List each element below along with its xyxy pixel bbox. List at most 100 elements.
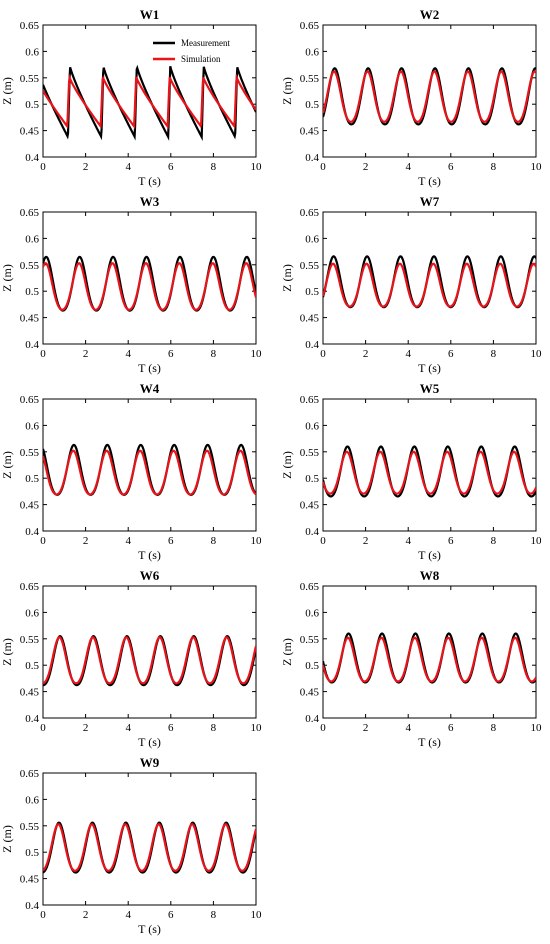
x-tick-label: 0 (320, 535, 326, 547)
y-tick-label: 0.4 (305, 526, 319, 538)
x-tick-label: 10 (531, 161, 543, 173)
x-tick-label: 8 (211, 348, 217, 360)
simulation-series-line (323, 636, 536, 683)
panel-w3: W3 0 2 4 6 8 10 0.4 0.45 0.5 0.55 0.6 0.65 T (s) Z (m) (0, 194, 262, 375)
plot-frame (322, 24, 537, 158)
x-tick-label: 4 (405, 348, 411, 360)
y-tick-label: 0.4 (25, 339, 39, 351)
x-tick-label: 4 (125, 722, 131, 734)
x-tick-label: 4 (125, 161, 131, 173)
x-tick-label: 8 (211, 909, 217, 921)
x-tick-label: 4 (405, 161, 411, 173)
x-tick-label: 0 (40, 161, 46, 173)
y-axis-label: Z (m) (280, 264, 294, 292)
panel-w9: W9 0 2 4 6 8 10 0.4 0.45 0.5 0.55 0.6 0.65 T (s) Z (m) (0, 755, 262, 936)
y-tick-label: 0.55 (300, 634, 320, 646)
plot-frame (322, 398, 537, 532)
plot-frame (322, 585, 537, 719)
x-tick-label: 2 (83, 535, 89, 547)
y-axis-label: Z (m) (0, 451, 14, 479)
x-axis-label: T (s) (138, 922, 161, 936)
y-axis-label: Z (m) (280, 638, 294, 666)
x-tick-label: 0 (320, 348, 326, 360)
y-tick-label: 0.4 (305, 152, 319, 164)
plot-frame (322, 211, 537, 345)
y-tick-label: 0.45 (20, 126, 40, 138)
y-tick-label: 0.5 (25, 473, 39, 485)
x-tick-label: 8 (211, 722, 217, 734)
x-tick-label: 2 (83, 909, 89, 921)
panel-w6: W6 0 2 4 6 8 10 0.4 0.45 0.5 0.55 0.6 0.65 T (s) Z (m) (0, 568, 262, 749)
y-tick-label: 0.5 (305, 660, 319, 672)
panel-title: W1 (140, 7, 160, 22)
x-axis-label: T (s) (418, 361, 441, 375)
y-tick-label: 0.4 (25, 900, 39, 912)
x-tick-label: 10 (251, 909, 263, 921)
y-tick-label: 0.65 (20, 768, 40, 780)
legend-measurement-label: Measurement (181, 38, 230, 48)
x-axis-label: T (s) (138, 548, 161, 562)
x-tick-label: 10 (251, 161, 263, 173)
x-tick-label: 0 (40, 348, 46, 360)
x-tick-label: 10 (251, 535, 263, 547)
y-tick-label: 0.55 (300, 447, 320, 459)
x-tick-label: 8 (211, 161, 217, 173)
y-tick-label: 0.5 (25, 99, 39, 111)
panel-title: W5 (420, 381, 440, 396)
x-tick-label: 0 (40, 722, 46, 734)
x-axis-label: T (s) (418, 735, 441, 749)
y-tick-label: 0.65 (300, 207, 320, 219)
y-tick-label: 0.6 (25, 794, 39, 806)
panel-w2: W2 0 2 4 6 8 10 0.4 0.45 0.5 0.55 0.6 0.65 T (s) Z (m) (280, 7, 542, 188)
simulation-series-line (43, 449, 256, 496)
x-tick-label: 6 (448, 348, 454, 360)
y-tick-label: 0.55 (20, 447, 40, 459)
simulation-series-line (43, 73, 256, 130)
measurement-series-line (43, 821, 256, 874)
x-tick-label: 4 (125, 909, 131, 921)
y-axis-label: Z (m) (0, 825, 14, 853)
y-tick-label: 0.6 (25, 46, 39, 58)
measurement-series-line (323, 445, 536, 498)
x-tick-label: 8 (491, 722, 497, 734)
simulation-series-line (323, 450, 536, 495)
x-axis-label: T (s) (138, 361, 161, 375)
panel-title: W4 (140, 381, 160, 396)
x-tick-label: 0 (320, 161, 326, 173)
y-axis-label: Z (m) (0, 638, 14, 666)
x-tick-label: 6 (168, 909, 174, 921)
y-tick-label: 0.6 (305, 46, 319, 58)
y-tick-label: 0.45 (20, 687, 40, 699)
x-tick-label: 2 (363, 348, 369, 360)
panel-w5: W5 0 2 4 6 8 10 0.4 0.45 0.5 0.55 0.6 0.65 T (s) Z (m) (280, 381, 542, 562)
x-tick-label: 8 (211, 535, 217, 547)
y-tick-label: 0.45 (20, 313, 40, 325)
y-tick-label: 0.55 (20, 634, 40, 646)
panel-title: W2 (420, 7, 440, 22)
y-tick-label: 0.55 (20, 73, 40, 85)
y-tick-label: 0.5 (25, 847, 39, 859)
y-tick-label: 0.4 (25, 526, 39, 538)
y-tick-label: 0.65 (20, 581, 40, 593)
y-tick-label: 0.5 (305, 286, 319, 298)
y-tick-label: 0.45 (20, 500, 40, 512)
x-tick-label: 4 (125, 348, 131, 360)
x-tick-label: 4 (405, 722, 411, 734)
x-tick-label: 10 (531, 348, 543, 360)
panel-title: W6 (140, 568, 160, 583)
x-tick-label: 2 (83, 161, 89, 173)
x-axis-label: T (s) (138, 174, 161, 188)
x-tick-label: 6 (448, 535, 454, 547)
y-tick-label: 0.45 (300, 126, 320, 138)
panel-title: W7 (420, 194, 440, 209)
plot-frame (42, 211, 257, 345)
y-axis-label: Z (m) (0, 264, 14, 292)
panel-w1: W1 0 2 4 6 8 10 0.4 0.45 0.5 0.55 0.6 0.65 T (s) Z (m)… (0, 7, 262, 188)
plot-frame (42, 585, 257, 719)
y-tick-label: 0.45 (300, 313, 320, 325)
y-tick-label: 0.4 (305, 713, 319, 725)
x-tick-label: 6 (448, 722, 454, 734)
y-tick-label: 0.4 (25, 713, 39, 725)
y-tick-label: 0.6 (305, 607, 319, 619)
plot-frame (42, 398, 257, 532)
